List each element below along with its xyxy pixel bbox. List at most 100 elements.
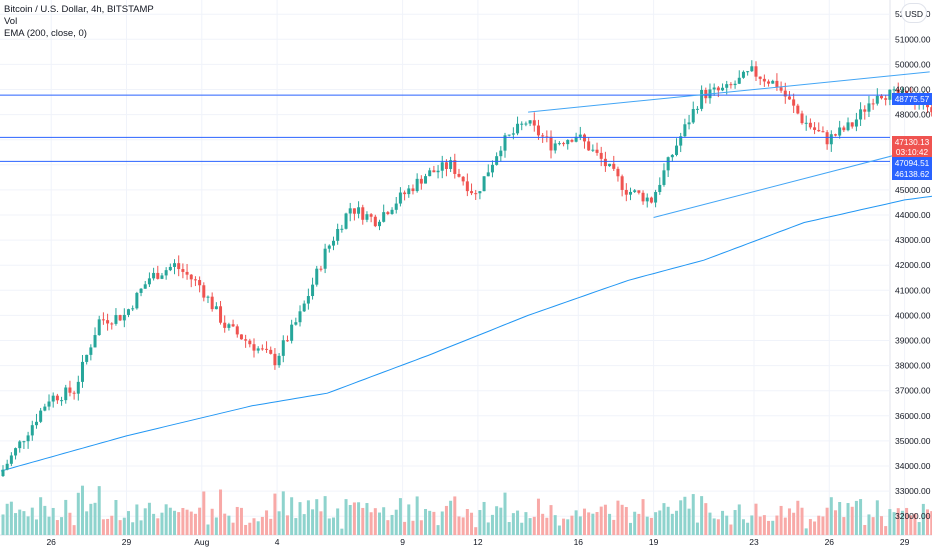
volume-bar <box>666 506 670 535</box>
candle-body <box>369 214 373 217</box>
currency-unit-button[interactable]: USD <box>901 3 927 23</box>
candle-body <box>808 122 812 128</box>
candle-body <box>269 349 273 354</box>
price-axis[interactable]: 52000.0051000.0050000.0049000.0048000.00… <box>895 9 931 521</box>
candle-body <box>474 193 478 195</box>
volume-bar <box>210 508 214 535</box>
candle-body <box>127 309 130 315</box>
volume-bar <box>114 499 118 535</box>
volume-bar <box>85 511 89 535</box>
volume-bar <box>746 522 750 535</box>
symbol-title[interactable]: Bitcoin / U.S. Dollar, 4h, BITSTAMP <box>4 4 154 15</box>
candle-body <box>202 285 206 298</box>
candle-body <box>838 127 842 136</box>
candle-body <box>800 113 804 124</box>
volume-bar <box>846 503 850 535</box>
volume-indicator-label[interactable]: Vol <box>4 16 18 27</box>
candle-body <box>122 314 126 321</box>
ema-indicator-label[interactable]: EMA (200, close, 0) <box>4 28 87 39</box>
volume-bar <box>43 505 47 535</box>
candle-body <box>666 157 670 171</box>
candle-body <box>373 216 377 227</box>
volume-bar <box>436 525 440 535</box>
candle-body <box>331 240 335 246</box>
candle-body <box>231 324 235 327</box>
candle-body <box>557 143 561 145</box>
volume-bar <box>185 509 189 535</box>
candle-body <box>649 197 653 203</box>
candle-body <box>842 127 846 131</box>
volume-bar <box>532 516 536 535</box>
volume-bar <box>302 514 306 535</box>
date-tick-label: 9 <box>400 537 405 547</box>
ema-line <box>0 195 932 472</box>
volume-bar <box>206 524 210 535</box>
volume-bar <box>60 517 64 535</box>
volume-bar <box>478 510 482 535</box>
candle-body <box>859 109 863 120</box>
volume-bar <box>457 516 461 535</box>
candle-body <box>637 190 641 193</box>
candle-body <box>260 348 264 350</box>
candle-body <box>771 80 775 84</box>
volume-bar <box>311 509 315 535</box>
volume-bar <box>369 512 373 535</box>
date-tick-label: 23 <box>749 537 759 547</box>
volume-bar <box>616 500 620 535</box>
candle-body <box>737 77 741 84</box>
candle-body <box>645 197 649 202</box>
price-tick-label: 32000.00 <box>895 511 931 521</box>
volume-bar <box>775 515 779 535</box>
horizontal-lines[interactable] <box>0 94 890 162</box>
candle-body <box>131 308 135 310</box>
candle-body <box>499 150 503 157</box>
volume-bar <box>390 514 394 535</box>
volume-bar <box>407 504 411 535</box>
price-tick-label: 42000.00 <box>895 260 931 270</box>
candle-body <box>64 387 68 401</box>
candle-body <box>9 455 13 464</box>
candle-body <box>398 192 402 204</box>
volume-bar <box>244 524 248 535</box>
volume-bar <box>792 512 796 535</box>
volume-bar <box>319 511 323 535</box>
volume-bar <box>323 496 327 535</box>
volume-bar <box>386 520 390 535</box>
volume-bar <box>424 509 428 535</box>
price-tick-label: 41000.00 <box>895 285 931 295</box>
volume-bar <box>252 518 256 535</box>
candle-body <box>311 284 315 297</box>
volume-bar <box>344 499 348 535</box>
volume-bar <box>649 517 653 535</box>
volume-bar <box>771 520 775 535</box>
volume-bar <box>582 508 586 535</box>
candle-body <box>185 271 189 275</box>
date-tick-label: Aug <box>194 537 209 547</box>
candle-body <box>536 125 540 136</box>
volume-bar <box>875 500 879 535</box>
volume-bar <box>285 515 289 535</box>
candle-body <box>700 89 704 109</box>
candle-body <box>76 381 80 394</box>
volume-bar <box>762 515 766 535</box>
volume-bar <box>591 513 595 535</box>
candle-body <box>34 421 38 426</box>
candle-body <box>829 134 833 145</box>
volume-bar <box>290 497 294 535</box>
volume-bar <box>670 513 674 535</box>
time-axis[interactable]: 2629Aug49121619232629Sep6913 <box>46 537 932 547</box>
volume-bar <box>641 499 645 535</box>
volume-bar <box>336 508 340 535</box>
volume-bar <box>490 514 494 535</box>
volume-bar <box>419 520 423 535</box>
candle-body <box>578 134 582 137</box>
volume-bar <box>859 499 863 535</box>
candle-body <box>386 212 390 214</box>
volume-bar <box>854 500 858 535</box>
candle-body <box>691 109 695 123</box>
candle-body <box>813 127 817 130</box>
volume-bar <box>331 517 335 535</box>
volume-bar <box>687 508 691 535</box>
candle-body <box>55 395 59 401</box>
